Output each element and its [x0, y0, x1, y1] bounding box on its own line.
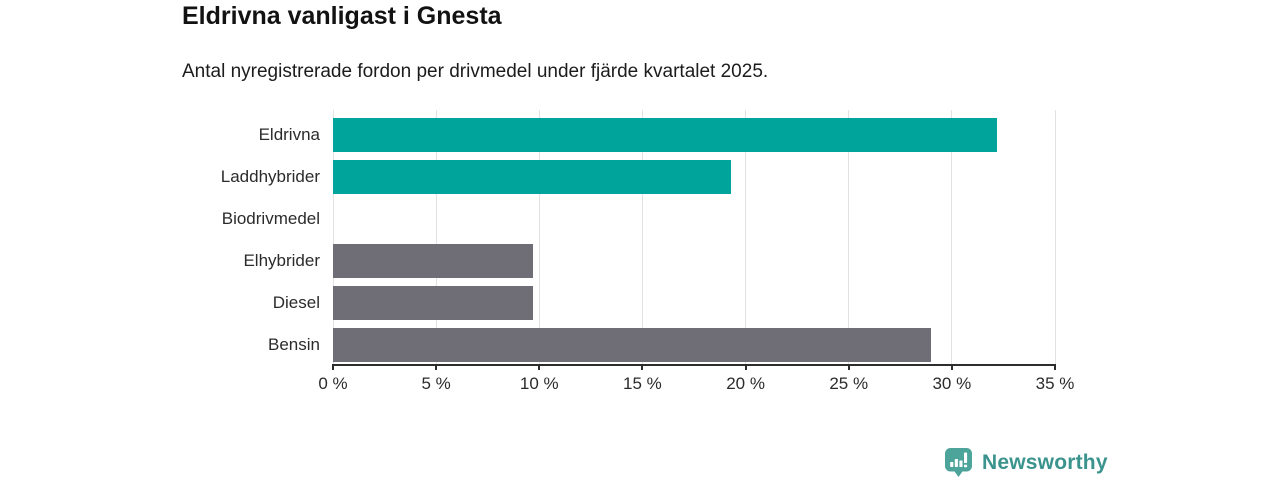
axis-tick-30 [950, 364, 953, 370]
axis-tick-25 [847, 364, 850, 370]
plot-area [332, 110, 1056, 370]
axis-tick-5 [435, 364, 438, 370]
x-tick-label: 25 % [829, 374, 869, 393]
newsworthy-logo: Newsworthy [944, 447, 1108, 478]
axis-tick-15 [641, 364, 644, 370]
bar-laddhybrider [333, 160, 732, 194]
axis-tick-20 [744, 364, 747, 370]
newsworthy-wordmark: Newsworthy [982, 450, 1108, 474]
gridline-30 [951, 110, 953, 364]
x-tick-label: 15 % [623, 374, 662, 393]
category-label-elhybrider: Elhybrider [243, 251, 320, 270]
y-axis-labels: Eldrivna Laddhybrider Biodrivmedel Elhybrid… [0, 110, 320, 364]
category-label-diesel: Diesel [272, 293, 320, 312]
x-tick-label: 20 % [726, 374, 765, 393]
x-axis-labels: 0 % 5 % 10 % 15 % 20 % 25 % 30 % 35 % [318, 374, 1074, 398]
axis-tick-35 [1054, 364, 1056, 370]
bar-eldrivna [333, 118, 998, 152]
chart-subtitle: Antal nyregistrerade fordon per drivmede… [182, 61, 769, 82]
gridline-25 [848, 110, 850, 364]
bar-bensin [333, 328, 932, 362]
bar-elhybrider [333, 244, 534, 278]
bar-diesel [333, 286, 534, 320]
gridline-15 [641, 110, 643, 364]
gridline-20 [745, 110, 747, 364]
category-label-biodrivmedel: Biodrivmedel [221, 209, 320, 228]
x-tick-label: 10 % [519, 374, 559, 393]
gridline-35 [1054, 110, 1056, 364]
category-label-bensin: Bensin [268, 335, 320, 354]
chart-title: Eldrivna vanligast i Gnesta [182, 2, 502, 30]
gridline-0 [332, 110, 334, 364]
gridline-5 [435, 110, 437, 364]
newsworthy-chart-bubble-icon [945, 448, 972, 477]
x-tick-label: 30 % [932, 374, 972, 393]
category-label-laddhybrider: Laddhybrider [220, 167, 320, 186]
category-label-eldrivna: Eldrivna [258, 125, 320, 144]
x-tick-label: 35 % [1035, 374, 1075, 393]
gridline-10 [538, 110, 540, 364]
axis-tick-10 [538, 364, 541, 370]
axis-tick-0 [332, 364, 334, 370]
x-tick-label: 0 % [318, 374, 348, 393]
x-tick-label: 5 % [421, 374, 451, 393]
